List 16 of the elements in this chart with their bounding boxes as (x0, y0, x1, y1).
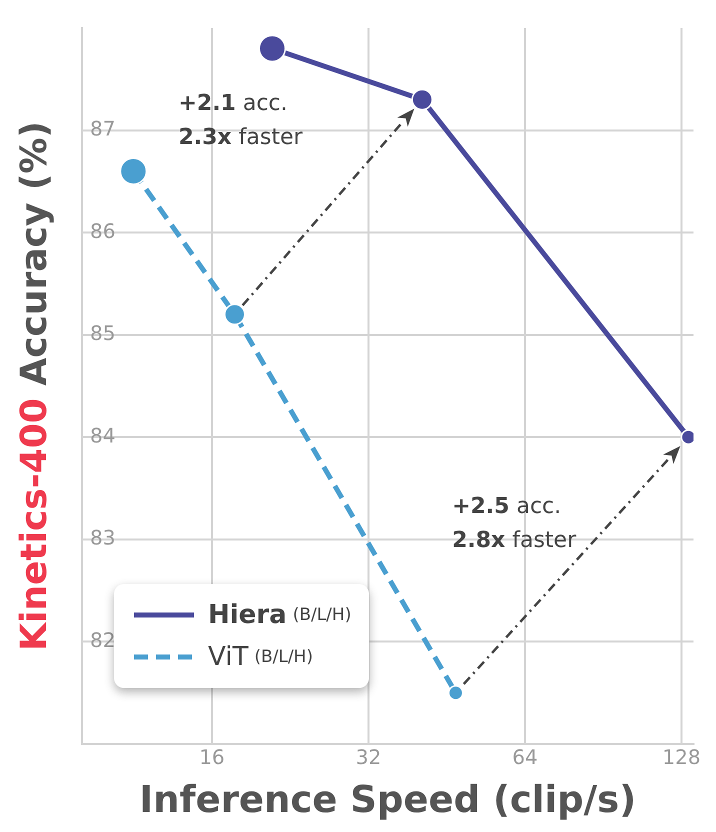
annotation: +2.5 acc. 2.8x faster (452, 493, 578, 555)
y-tick-label: 85 (90, 321, 116, 346)
annotation: +2.1 acc. 2.3x faster (178, 90, 304, 152)
x-tick-label: 128 (662, 745, 701, 770)
legend-label: Hiera (B/L/H) (208, 600, 352, 630)
x-tick-label: 16 (199, 745, 225, 770)
y-tick-label: 82 (90, 628, 116, 652)
x-tick-label: 64 (512, 745, 538, 770)
y-tick-label: 86 (90, 218, 116, 243)
legend-label: ViT (B/L/H) (208, 642, 313, 672)
y-axis-title: Kinetics-400 Accuracy (%) (14, 121, 55, 651)
y-tick-label: 84 (90, 423, 116, 448)
x-tick-label: 32 (356, 745, 382, 770)
y-tick-label: 83 (90, 526, 116, 550)
y-tick-label: 87 (90, 116, 116, 140)
x-axis-title: Inference Speed (clip/s) (139, 778, 636, 821)
